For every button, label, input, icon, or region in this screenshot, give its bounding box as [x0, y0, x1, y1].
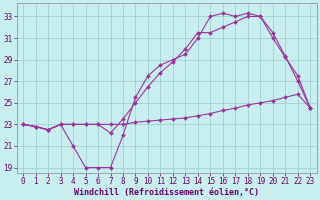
X-axis label: Windchill (Refroidissement éolien,°C): Windchill (Refroidissement éolien,°C)	[74, 188, 259, 197]
